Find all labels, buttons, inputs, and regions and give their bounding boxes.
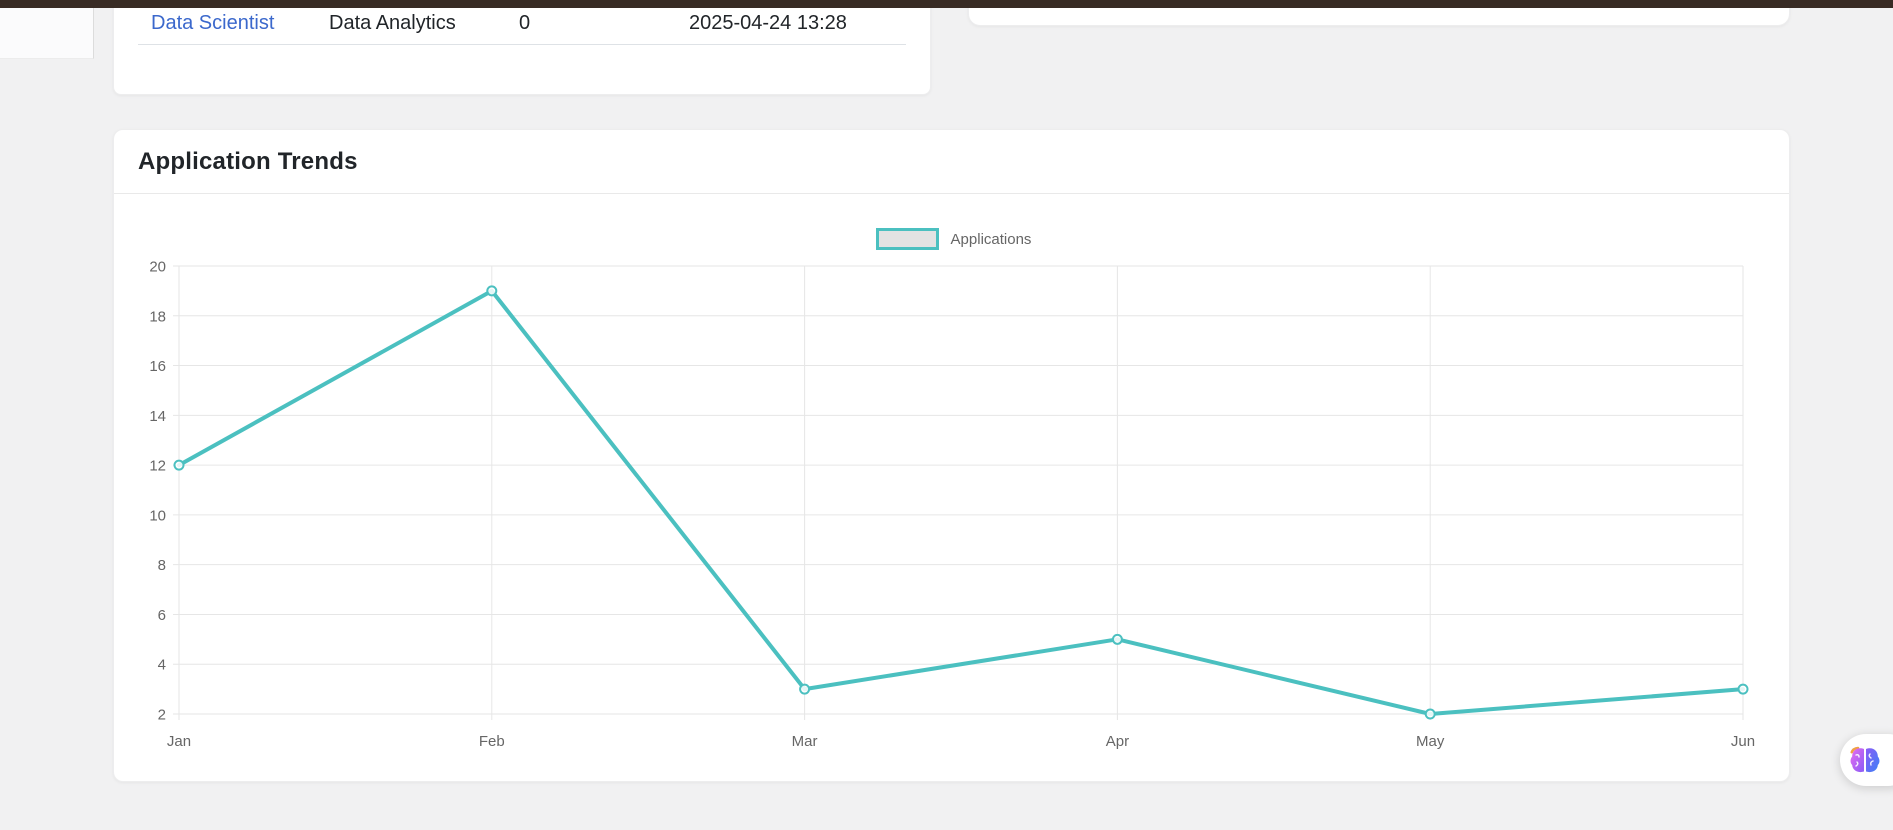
job-title-link[interactable]: Data Scientist [151,12,275,34]
svg-text:20: 20 [149,259,166,276]
brain-icon [1850,746,1880,773]
applications-chart: Applications 20 18 16 14 12 10 8 6 4 2 Jan Feb Mar Ap… [138,201,1769,761]
card-header: Application Trends [114,130,1789,194]
svg-text:12: 12 [149,458,166,475]
legend-label: Applications [950,230,1032,248]
svg-text:2: 2 [158,707,166,724]
svg-text:May: May [1416,733,1445,750]
svg-text:Jan: Jan [167,733,191,750]
svg-text:18: 18 [149,308,166,325]
recent-jobs-card: Data Scientist Data Analytics 0 2025-04-… [113,0,931,95]
card-title: Application Trends [138,147,358,175]
svg-text:8: 8 [158,557,166,574]
chart-legend[interactable]: Applications [138,228,1769,250]
applications-count-cell: 0 [519,12,531,34]
posted-at-cell: 2025-04-24 13:28 [689,12,847,34]
svg-text:Apr: Apr [1106,733,1129,750]
legend-swatch [875,228,939,250]
top-dark-bar [0,0,1893,8]
svg-text:16: 16 [149,358,166,375]
svg-text:Jun: Jun [1731,733,1755,750]
svg-text:14: 14 [149,408,166,425]
application-trends-card: Application Trends Applications 20 18 16 14… [113,129,1790,782]
svg-text:Feb: Feb [479,733,505,750]
department-cell: Data Analytics [329,12,456,34]
table-row-divider [138,44,906,45]
svg-text:6: 6 [158,607,166,624]
svg-text:4: 4 [158,657,166,674]
svg-text:Mar: Mar [792,733,818,750]
left-panel-edge [0,8,94,59]
assistant-fab-button[interactable] [1840,734,1893,786]
svg-text:10: 10 [149,507,166,524]
